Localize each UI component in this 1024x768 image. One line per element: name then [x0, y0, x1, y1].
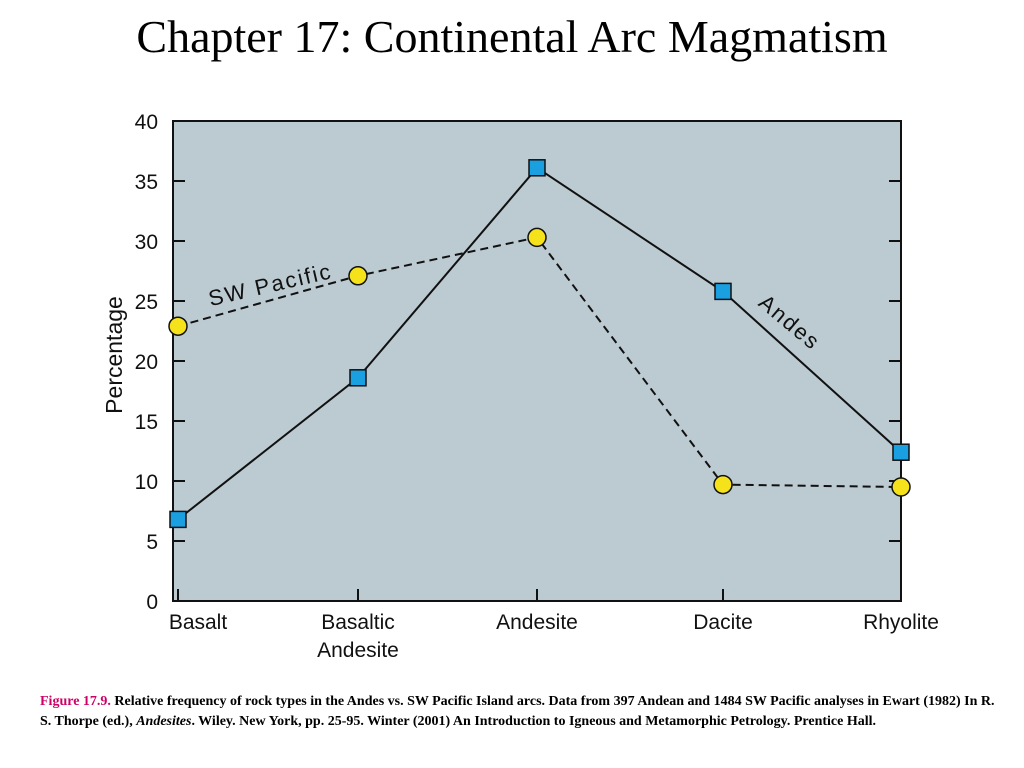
- data-point-square: [349, 369, 367, 387]
- x-tick-label: Andesite: [496, 611, 578, 634]
- plot-background: [172, 120, 902, 602]
- data-point-square: [892, 443, 910, 461]
- caption-text-end: . Wiley. New York, pp. 25-95. Winter (20…: [191, 714, 877, 729]
- data-point-square: [169, 510, 187, 529]
- caption-figure-label: Figure 17.9.: [40, 694, 111, 709]
- x-tick-label: Basalt: [169, 611, 228, 634]
- figure-caption: Figure 17.9. Relative frequency of rock …: [40, 692, 1000, 732]
- plot-area: 0 5 10 15 20 25 30 35 40 Basalt Basaltic Andesite An…: [101, 111, 939, 662]
- caption-book-title: Andesites: [136, 714, 192, 729]
- data-point-circle: [713, 474, 733, 495]
- x-tick-label: Basaltic: [321, 611, 395, 634]
- line-chart: 0 5 10 15 20 25 30 35 40 Basalt Basaltic Andesite An…: [101, 111, 939, 662]
- data-point-square: [714, 282, 732, 301]
- x-tick-label: Andesite: [317, 639, 399, 662]
- y-tick-label: 0: [146, 591, 158, 614]
- data-point-square: [528, 159, 546, 177]
- data-point-circle: [168, 316, 188, 336]
- caption-text: Relative frequency of rock types in the …: [40, 694, 995, 729]
- y-tick-label: 40: [135, 111, 158, 134]
- data-point-circle: [348, 266, 368, 286]
- y-tick-label: 10: [135, 471, 158, 494]
- y-tick-label: 5: [146, 531, 158, 554]
- data-point-circle: [527, 227, 547, 248]
- x-tick-label: Dacite: [693, 611, 753, 634]
- y-tick-label: 20: [135, 351, 158, 374]
- y-tick-label: 25: [135, 291, 158, 314]
- y-tick-label: 35: [135, 171, 158, 194]
- x-tick-label: Rhyolite: [863, 611, 939, 634]
- y-axis-label: Percentage: [101, 296, 127, 414]
- y-tick-label: 15: [135, 411, 158, 434]
- slide-title: Chapter 17: Continental Arc Magmatism: [136, 11, 888, 62]
- data-point-circle: [891, 477, 911, 497]
- y-tick-label: 30: [135, 231, 158, 254]
